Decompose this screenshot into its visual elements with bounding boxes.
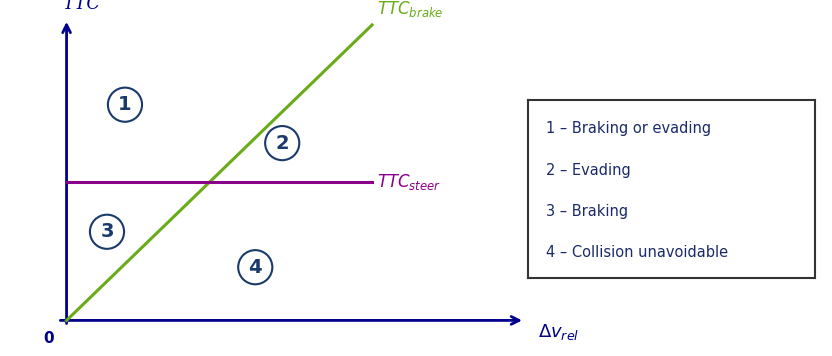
Text: $TTC_{steer}$: $TTC_{steer}$ [377,172,441,192]
Text: TTC: TTC [62,0,100,13]
Text: 3: 3 [100,222,114,241]
Text: 2 – Evading: 2 – Evading [546,163,631,178]
Text: 0: 0 [43,331,54,346]
Text: 4: 4 [249,258,262,277]
Text: 4 – Collision unavoidable: 4 – Collision unavoidable [546,245,728,260]
Text: 3 – Braking: 3 – Braking [546,204,627,219]
Text: 1 – Braking or evading: 1 – Braking or evading [546,121,711,136]
Text: 1: 1 [118,95,131,114]
Text: $TTC_{brake}$: $TTC_{brake}$ [377,0,443,19]
Text: $\Delta v_{rel}$: $\Delta v_{rel}$ [538,322,580,342]
Text: 2: 2 [275,134,289,153]
